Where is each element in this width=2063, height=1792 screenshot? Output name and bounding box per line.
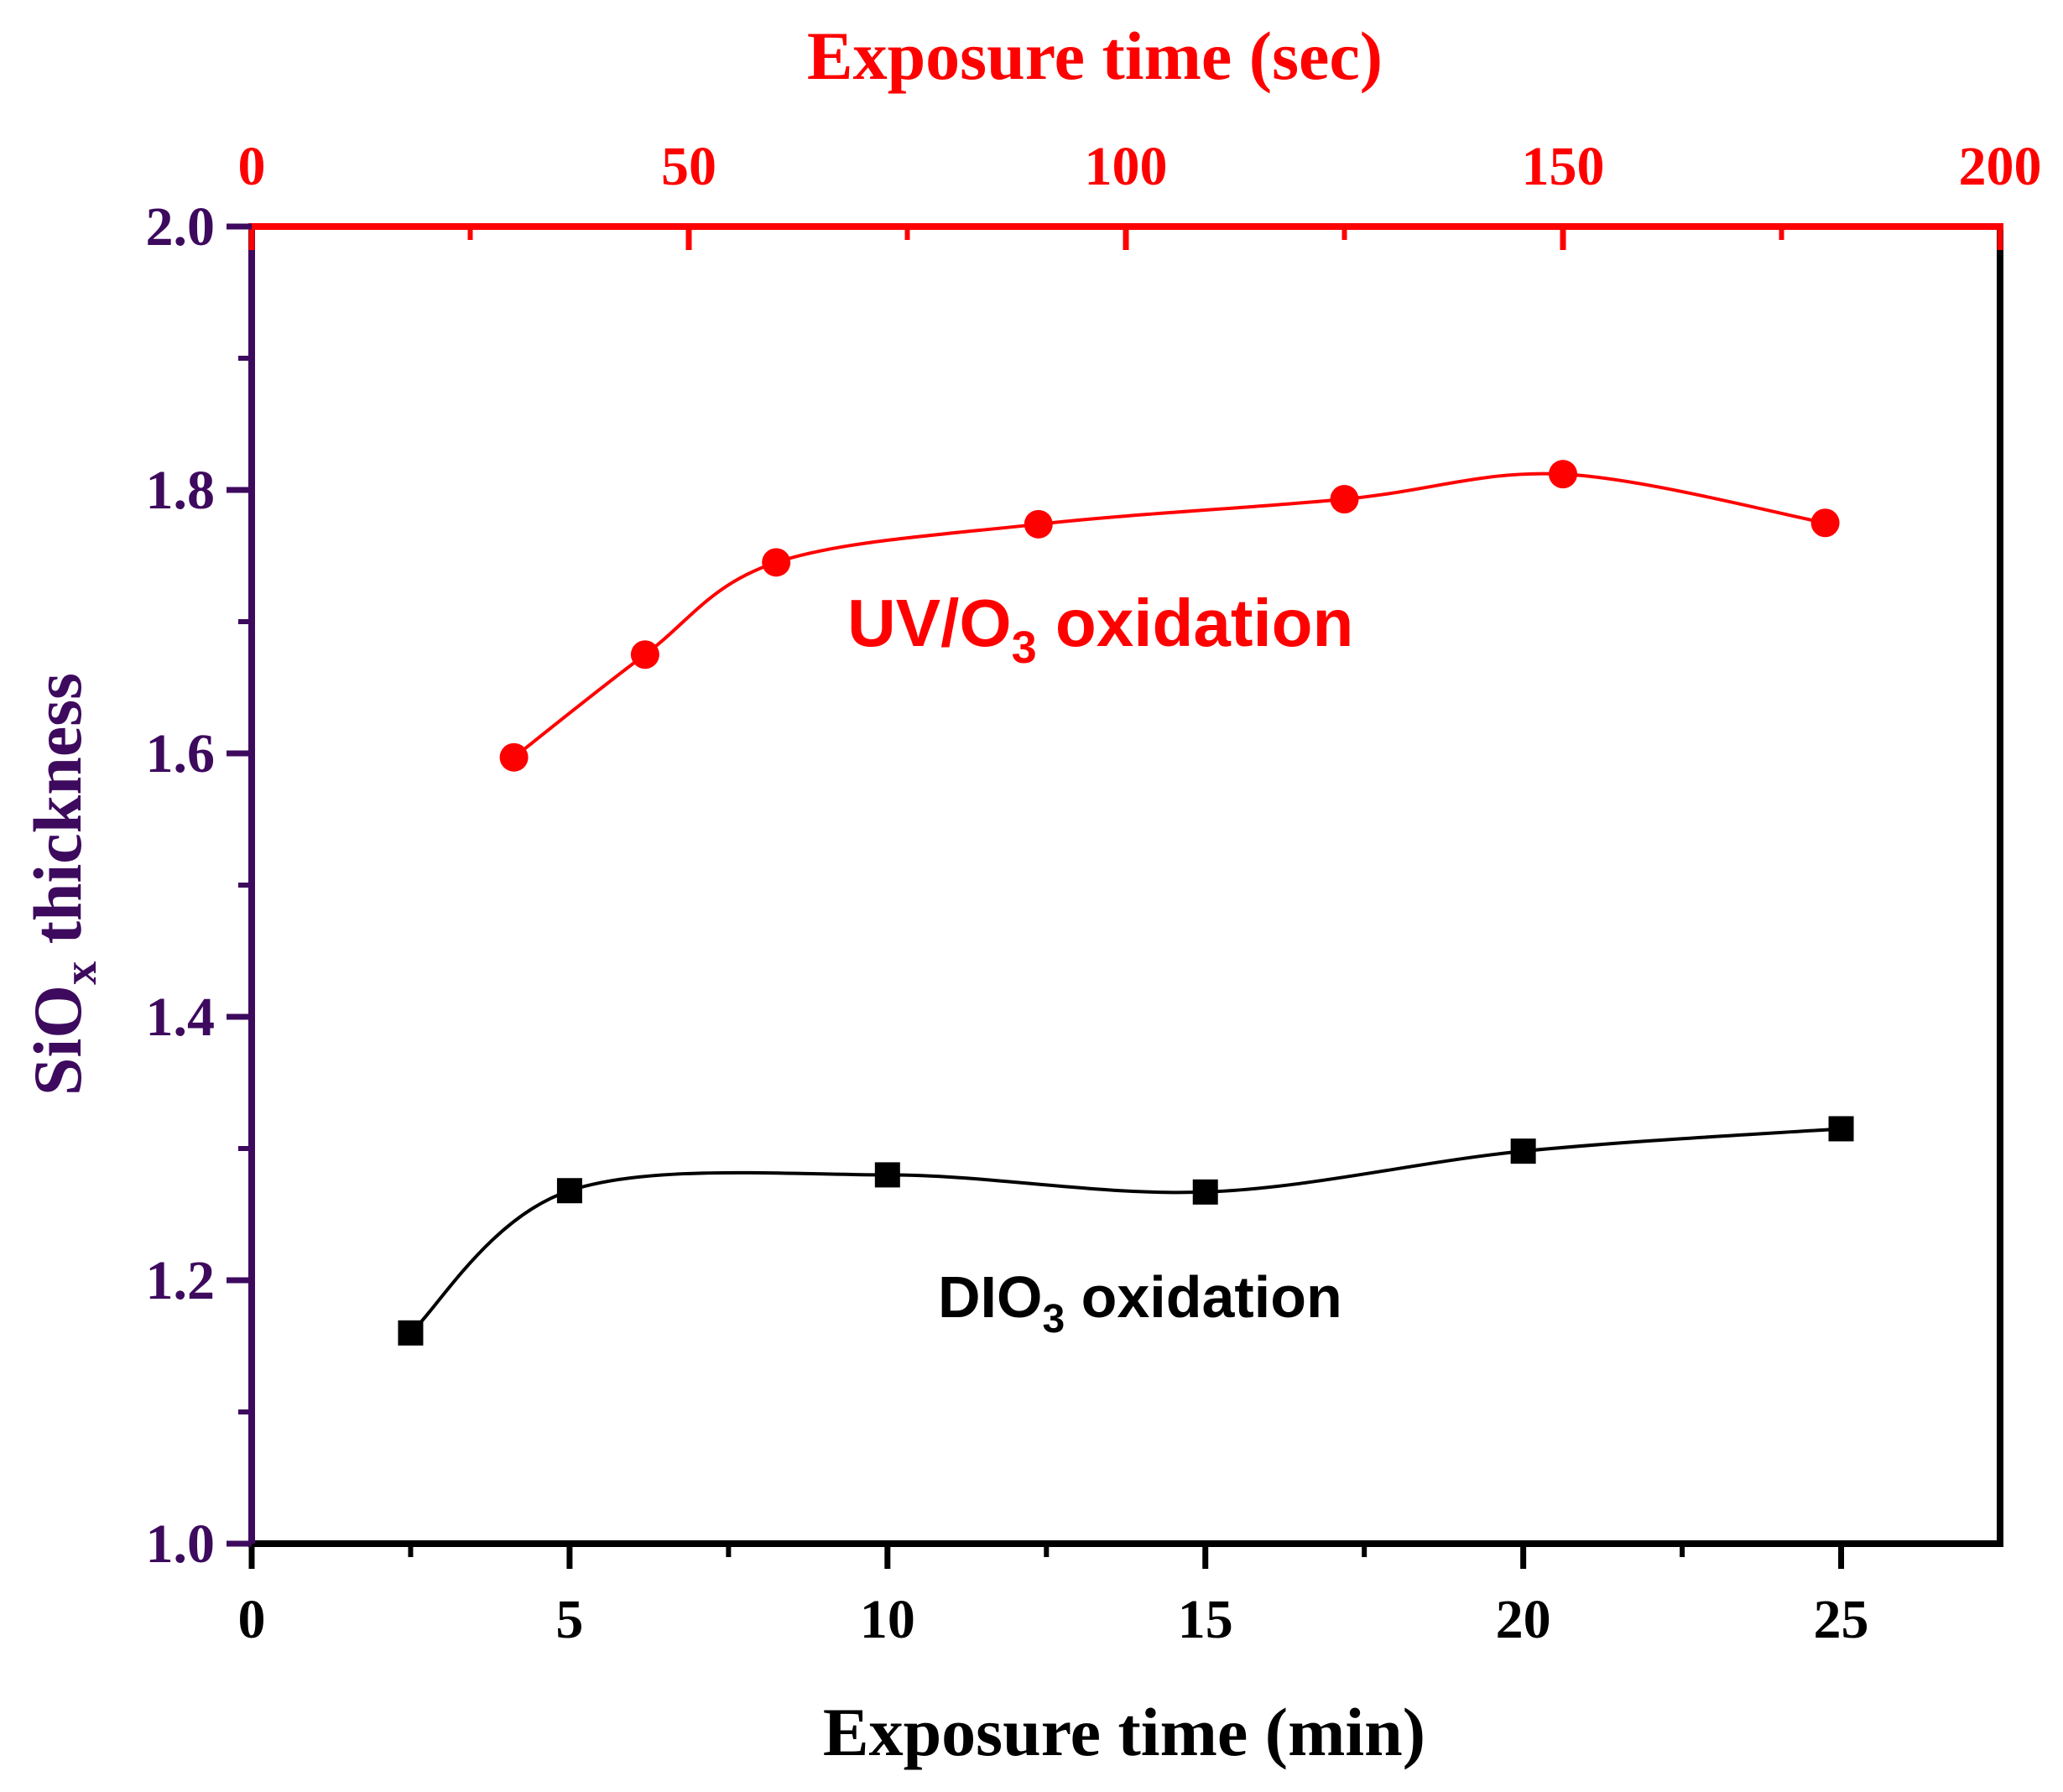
y-tick-label: 1.0	[146, 1513, 216, 1575]
annotation-dio-tail: oxidation	[1065, 1264, 1342, 1330]
data-point-dio3	[874, 1162, 900, 1188]
top-axis-title: Exposure time (sec)	[807, 18, 1383, 94]
x-tick-label: 5	[555, 1589, 583, 1650]
annotation-uv-main: UV/O	[847, 586, 1012, 660]
annotation-uv-tail: oxidation	[1037, 586, 1354, 660]
data-point-dio3	[1192, 1179, 1218, 1205]
plot-frame	[248, 223, 2003, 1547]
x-tick-label: 0	[238, 1589, 266, 1650]
data-point-dio3	[556, 1178, 582, 1204]
annotation-dio-sub: 3	[1042, 1297, 1065, 1341]
x-tick-label: 20	[1496, 1589, 1551, 1650]
data-point-uv-o3	[499, 742, 529, 772]
x2-tick-label: 100	[1085, 136, 1168, 197]
data-point-uv-o3	[762, 548, 791, 577]
annotation-dio-oxidation: DIO3 oxidation	[938, 1264, 1342, 1341]
y-axis-title: SiOx thickness	[19, 673, 107, 1096]
left-axis: 1.0 1.2 1.4 1.6 1.8 2.0	[146, 196, 252, 1575]
y-tick-label: 2.0	[146, 196, 216, 258]
y-axis-title-tail: thickness	[19, 673, 96, 961]
series-layer	[398, 460, 1854, 1346]
x2-tick-label: 150	[1522, 136, 1605, 197]
top-axis: 0 50 100 150 200	[238, 136, 2042, 250]
data-point-dio3	[1828, 1116, 1854, 1142]
bottom-axis: 0 5 10 15 20 25	[238, 1544, 1869, 1650]
data-point-uv-o3	[1330, 484, 1359, 513]
annotation-uv-oxidation: UV/O3 oxidation	[847, 586, 1353, 673]
y-tick-label: 1.8	[146, 460, 216, 521]
x2-tick-label: 50	[661, 136, 716, 197]
y-tick-label: 1.4	[146, 987, 216, 1048]
x-tick-label: 15	[1178, 1589, 1233, 1650]
x-tick-label: 10	[860, 1589, 915, 1650]
y-axis-title-sub: x	[55, 961, 107, 985]
data-point-uv-o3	[1024, 509, 1053, 539]
data-point-dio3	[398, 1320, 424, 1346]
x-axis-title: Exposure time (min)	[823, 1694, 1425, 1770]
y-tick-label: 1.6	[146, 723, 216, 784]
x-tick-label: 25	[1814, 1589, 1869, 1650]
data-point-uv-o3	[630, 640, 659, 669]
data-point-uv-o3	[1549, 460, 1577, 489]
y-tick-label: 1.2	[146, 1250, 216, 1311]
x2-tick-label: 0	[238, 136, 266, 197]
x2-tick-label: 200	[1959, 136, 2042, 197]
data-point-dio3	[1510, 1138, 1536, 1164]
annotation-dio-main: DIO	[938, 1264, 1042, 1330]
annotation-uv-sub: 3	[1012, 623, 1037, 673]
y-axis-title-main: SiO	[19, 985, 96, 1096]
data-point-uv-o3	[1810, 508, 1840, 538]
